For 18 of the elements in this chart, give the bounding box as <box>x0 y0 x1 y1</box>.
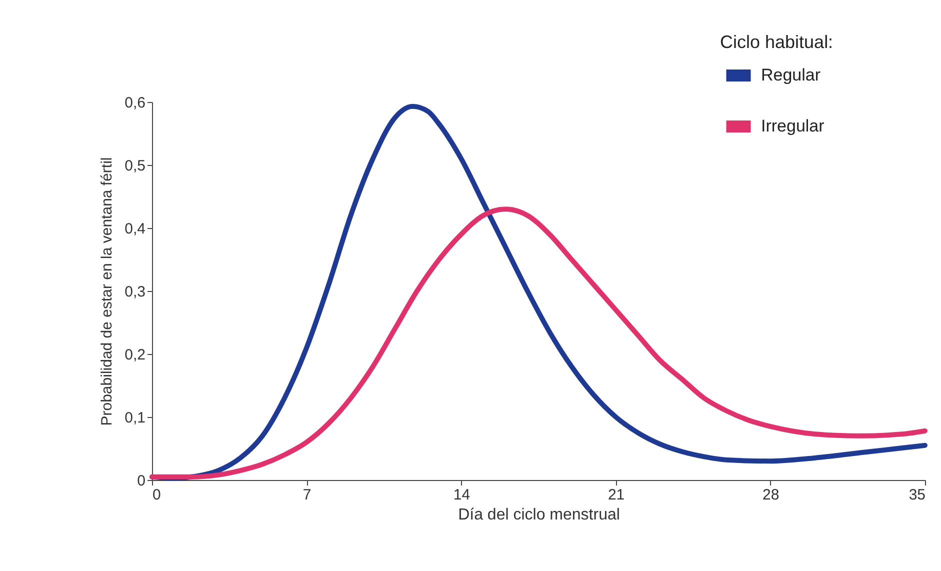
y-axis-title: Probabilidad de estar en la ventana fértil <box>98 157 116 426</box>
y-tick-label: 0,3 <box>124 284 146 300</box>
legend-label: Irregular <box>761 116 825 136</box>
legend-title: Ciclo habitual: <box>720 32 834 52</box>
x-tick-label: 7 <box>302 486 312 504</box>
y-tick-label: 0,2 <box>124 346 146 364</box>
y-tick-label: 0,5 <box>124 158 146 174</box>
x-tick-label: 35 <box>908 486 926 504</box>
x-tick-label: 28 <box>762 486 780 504</box>
legend-label: Regular <box>761 66 821 84</box>
x-axis-title: Día del ciclo menstrual <box>458 506 620 524</box>
x-tick-label: 0 <box>152 486 161 504</box>
y-tick-label: 0,6 <box>124 94 146 112</box>
x-tick-label: 14 <box>453 486 470 504</box>
x-tick-label: 21 <box>608 486 625 504</box>
y-tick-label: 0,1 <box>124 410 146 426</box>
y-tick-label: 0,4 <box>124 220 146 238</box>
y-tick-label: 0 <box>137 472 146 490</box>
